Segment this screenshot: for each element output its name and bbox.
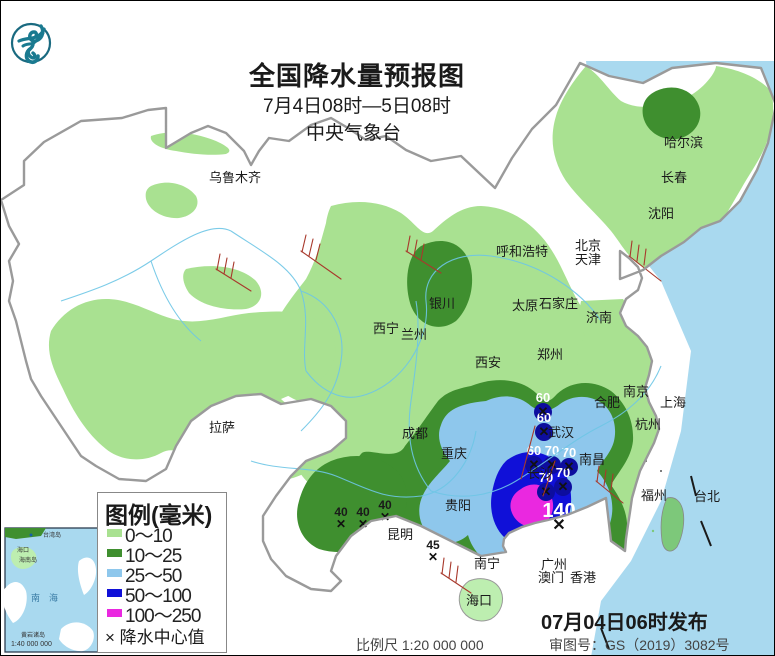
svg-text:70: 70 [562,445,576,460]
svg-text:黄岩诸岛: 黄岩诸岛 [21,631,45,639]
svg-text:✕: ✕ [558,479,569,494]
svg-text:海南岛: 海南岛 [19,556,37,564]
svg-text:60: 60 [536,390,550,405]
svg-text:南 海: 南 海 [31,592,58,603]
svg-text:台湾岛: 台湾岛 [43,531,61,539]
svg-text:✕: ✕ [538,404,549,419]
svg-text:1:40 000 000: 1:40 000 000 [11,641,52,648]
svg-text:✕: ✕ [564,459,575,474]
svg-text:70: 70 [545,443,559,458]
svg-text:海口: 海口 [17,546,29,554]
svg-text:✕: ✕ [336,517,346,531]
svg-text:✕: ✕ [428,550,438,564]
